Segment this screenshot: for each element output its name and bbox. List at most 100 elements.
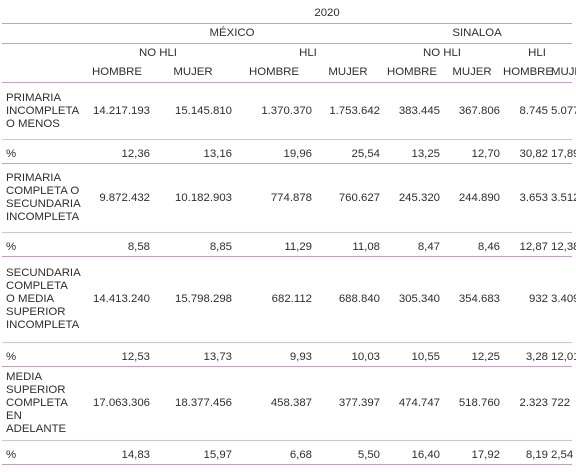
value-cell: 377.397 — [314, 366, 382, 441]
value-cell: 10.182.903 — [152, 163, 234, 233]
value-cell: 8.745 — [502, 82, 550, 140]
value-cell: 17.063.306 — [82, 366, 152, 441]
percent-cell: 10,03 — [314, 342, 382, 367]
percent-cell: 2,54 — [550, 440, 573, 465]
percent-cell: 12,25 — [442, 342, 502, 367]
value-cell: 5.077 — [550, 82, 576, 140]
sex-header: HOMBRE — [82, 63, 152, 83]
percent-cell: 11,08 — [314, 232, 382, 257]
value-cell: 9.872.432 — [82, 163, 152, 233]
percent-label: % — [2, 232, 82, 257]
value-cell: 682.112 — [234, 256, 314, 343]
value-cell: 3.653 — [502, 163, 550, 233]
percent-cell: 12,70 — [442, 139, 502, 164]
percent-cell: 13,16 — [152, 139, 234, 164]
percent-cell: 12,53 — [82, 342, 152, 367]
value-cell: 14.413.240 — [82, 256, 152, 343]
percent-cell: 6,68 — [234, 440, 314, 465]
percent-label: % — [2, 342, 82, 367]
region-header-row: MÉXICO SINALOA — [2, 23, 573, 44]
value-cell: 932 — [502, 256, 550, 343]
group-header: NO HLI — [423, 47, 461, 59]
percent-cell: 13,73 — [152, 342, 234, 367]
percent-cell: 16,40 — [382, 440, 442, 465]
value-cell: 305.340 — [382, 256, 442, 343]
row-label: PRIMARIA INCOMPLETA O MENOS — [2, 82, 82, 140]
percent-row: % 12,53 13,73 9,93 10,03 10,55 12,25 3,2… — [2, 342, 576, 367]
value-cell: 15.145.810 — [152, 82, 234, 140]
value-cell: 383.445 — [382, 82, 442, 140]
percent-cell: 17,89 — [550, 139, 576, 164]
percent-cell: 8,85 — [152, 232, 234, 257]
percent-cell: 3,28 — [502, 342, 550, 367]
percent-cell: 12,36 — [82, 139, 152, 164]
sex-header: HOMBRE — [382, 63, 442, 83]
sex-header: MUJER — [314, 63, 382, 83]
percent-cell: 8,46 — [442, 232, 502, 257]
row-label: SECUNDARIA COMPLETA O MEDIA SUPERIOR INCOMPL… — [2, 256, 82, 343]
year-header-row: 2020 — [2, 4, 573, 24]
value-cell: 245.320 — [382, 163, 442, 233]
education-table: 2020 MÉXICO SINALOA NO HLI HLI NO HLI HL… — [2, 4, 576, 465]
group-header: HLI — [299, 47, 317, 59]
percent-cell: 10,55 — [382, 342, 442, 367]
percent-cell: 30,82 — [502, 139, 550, 164]
group-header-row: NO HLI HLI NO HLI HLI — [2, 44, 572, 64]
value-cell: 367.806 — [442, 82, 502, 140]
value-cell: 18.377.456 — [152, 366, 234, 441]
percent-cell: 8,58 — [82, 232, 152, 257]
sex-header: HOMBRE — [502, 63, 553, 83]
value-cell: 722 — [550, 366, 573, 441]
sex-header: MUJER — [152, 63, 234, 83]
value-cell: 458.387 — [234, 366, 314, 441]
value-cell: 244.890 — [442, 163, 502, 233]
percent-cell: 19,96 — [234, 139, 314, 164]
value-cell: 2.323 — [502, 366, 550, 441]
percent-row: % 8,58 8,85 11,29 11,08 8,47 8,46 12,87 … — [2, 232, 576, 257]
percent-cell: 5,50 — [314, 440, 382, 465]
value-cell: 760.627 — [314, 163, 382, 233]
percent-cell: 14,83 — [82, 440, 152, 465]
value-cell: 1.370.370 — [234, 82, 314, 140]
percent-row: % 12,36 13,16 19,96 25,54 13,25 12,70 30… — [2, 139, 576, 164]
percent-cell: 12,87 — [502, 232, 550, 257]
value-cell: 474.747 — [382, 366, 442, 441]
row-label: PRIMARIA COMPLETA O SECUNDARIA INCOMPLETA — [2, 163, 82, 233]
percent-cell: 11,29 — [234, 232, 314, 257]
region-header-sinaloa: SINALOA — [382, 23, 573, 44]
percent-cell: 17,92 — [442, 440, 502, 465]
percent-cell: 12,01 — [550, 342, 576, 367]
group-header: NO HLI — [139, 47, 177, 59]
percent-label: % — [2, 139, 82, 164]
row-label: MEDIA SUPERIOR COMPLETA EN ADELANTE — [2, 366, 82, 441]
percent-cell: 15,97 — [152, 440, 234, 465]
sex-header: MUJER — [550, 63, 576, 83]
percent-cell: 8,19 — [502, 440, 550, 465]
table-row: PRIMARIA COMPLETA O SECUNDARIA INCOMPLETA 9… — [2, 163, 576, 233]
value-cell: 688.840 — [314, 256, 382, 343]
percent-cell: 8,47 — [382, 232, 442, 257]
region-header-mexico: MÉXICO — [82, 23, 382, 44]
percent-cell: 25,54 — [314, 139, 382, 164]
percent-cell: 13,25 — [382, 139, 442, 164]
sex-header-row: HOMBRE MUJER HOMBRE MUJER HOMBRE MUJER H… — [2, 63, 576, 83]
percent-label: % — [2, 440, 82, 465]
percent-cell: 9,93 — [234, 342, 314, 367]
percent-row: % 14,83 15,97 6,68 5,50 16,40 17,92 8,19… — [2, 440, 573, 465]
value-cell: 3.409 — [550, 256, 576, 343]
value-cell: 774.878 — [234, 163, 314, 233]
value-cell: 354.683 — [442, 256, 502, 343]
value-cell: 3.512 — [550, 163, 576, 233]
value-cell: 518.760 — [442, 366, 502, 441]
year-header: 2020 — [82, 4, 573, 24]
value-cell: 14.217.193 — [82, 82, 152, 140]
percent-cell: 12,38 — [550, 232, 576, 257]
sex-header: MUJER — [442, 63, 502, 83]
sex-header: HOMBRE — [234, 63, 314, 83]
table-row: PRIMARIA INCOMPLETA O MENOS 14.217.193 15.… — [2, 82, 576, 140]
value-cell: 15.798.298 — [152, 256, 234, 343]
group-header: HLI — [528, 47, 546, 59]
table-row: SECUNDARIA COMPLETA O MEDIA SUPERIOR INCOMPL… — [2, 256, 576, 343]
value-cell: 1.753.642 — [314, 82, 382, 140]
table-row: MEDIA SUPERIOR COMPLETA EN ADELANTE 17.063.3… — [2, 366, 573, 441]
